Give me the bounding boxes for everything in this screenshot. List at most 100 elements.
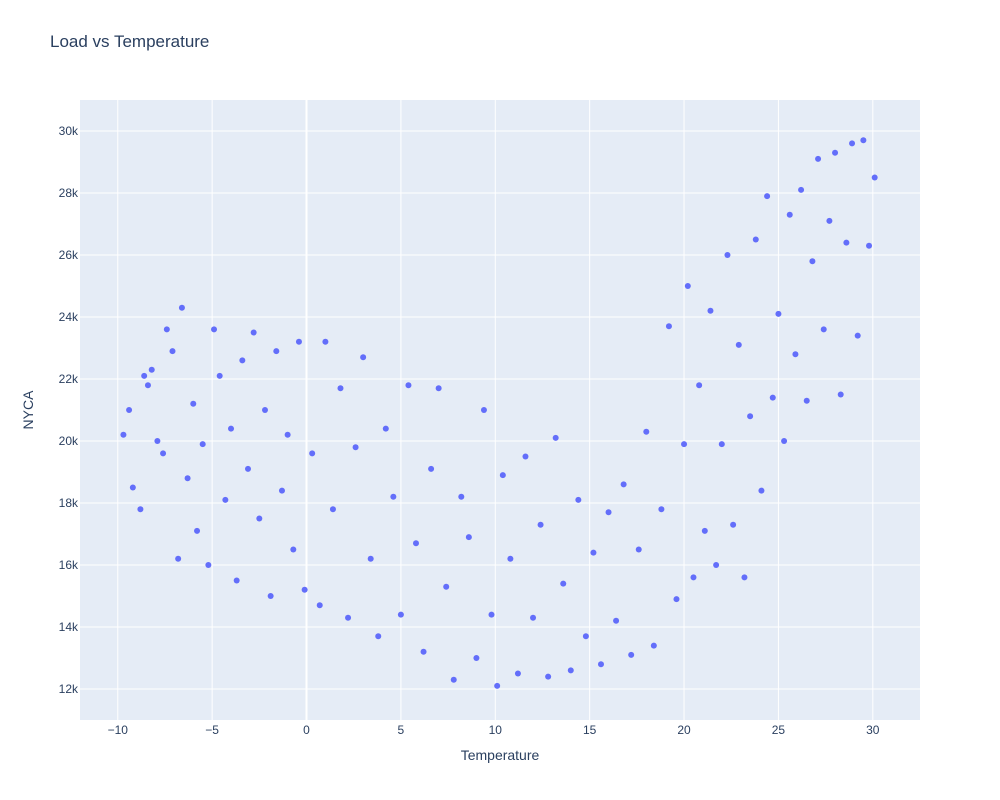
- data-point: [473, 655, 480, 661]
- data-point: [382, 425, 389, 432]
- chart-title: Load vs Temperature: [50, 32, 210, 51]
- data-point: [375, 633, 382, 640]
- data-point: [507, 555, 514, 562]
- data-point: [194, 527, 201, 534]
- x-tick-label: 5: [398, 723, 405, 737]
- x-tick-label: 30: [866, 723, 880, 737]
- data-point: [837, 391, 844, 398]
- x-axis-ticks: −10 −5 0 5 10 15 20 25 30: [108, 723, 880, 737]
- data-point: [560, 580, 567, 587]
- y-tick-label: 30k: [59, 124, 79, 138]
- data-point: [681, 441, 688, 448]
- data-point: [849, 140, 856, 147]
- data-point: [413, 540, 419, 547]
- data-point: [199, 441, 206, 448]
- data-point: [367, 555, 374, 562]
- data-point: [163, 326, 170, 333]
- data-point: [741, 574, 748, 581]
- data-point: [233, 577, 240, 584]
- data-point: [775, 310, 782, 317]
- data-point: [545, 673, 552, 680]
- data-point: [575, 496, 582, 503]
- data-point: [530, 614, 537, 621]
- data-point: [261, 407, 268, 413]
- data-point: [239, 357, 246, 364]
- data-point: [522, 453, 529, 460]
- data-point: [781, 438, 788, 444]
- data-point: [605, 509, 612, 516]
- data-point: [724, 252, 731, 258]
- data-point: [696, 382, 703, 389]
- data-point: [769, 394, 776, 401]
- data-point: [480, 407, 487, 413]
- data-point: [730, 521, 737, 528]
- y-tick-label: 28k: [59, 186, 79, 200]
- data-point: [735, 341, 742, 348]
- data-point: [190, 400, 197, 407]
- data-point: [137, 506, 144, 513]
- data-point: [397, 611, 404, 618]
- data-point: [141, 372, 148, 379]
- data-point: [803, 397, 810, 404]
- data-point: [628, 651, 635, 658]
- data-point: [352, 444, 359, 451]
- data-point: [450, 676, 457, 683]
- data-point: [552, 434, 559, 441]
- data-point: [701, 527, 708, 534]
- x-axis-title: Temperature: [461, 747, 540, 763]
- data-point: [658, 506, 665, 513]
- data-point: [590, 549, 597, 556]
- y-tick-label: 24k: [59, 310, 79, 324]
- data-point: [832, 149, 839, 156]
- data-point: [494, 682, 501, 689]
- data-point: [345, 614, 352, 621]
- data-point: [665, 323, 672, 330]
- data-point: [148, 366, 155, 373]
- data-point: [216, 372, 223, 379]
- data-point: [860, 137, 867, 144]
- data-point: [267, 593, 274, 599]
- y-tick-label: 12k: [59, 682, 79, 696]
- data-point: [322, 338, 329, 345]
- data-point: [458, 493, 465, 500]
- data-point: [758, 487, 765, 494]
- data-point: [154, 438, 161, 444]
- data-point: [820, 326, 827, 333]
- data-point: [329, 506, 336, 513]
- data-point: [815, 155, 822, 162]
- data-point: [178, 304, 185, 311]
- data-point: [809, 258, 816, 265]
- data-point: [120, 431, 127, 438]
- x-tick-label: 20: [677, 723, 691, 737]
- data-point: [360, 354, 367, 361]
- data-point: [673, 596, 680, 603]
- data-point: [337, 385, 344, 392]
- data-point: [635, 546, 642, 553]
- y-tick-label: 16k: [59, 558, 79, 572]
- data-point: [222, 496, 229, 503]
- data-point: [871, 174, 878, 181]
- x-tick-label: 10: [489, 723, 503, 737]
- data-point: [620, 481, 627, 488]
- data-point: [443, 583, 450, 590]
- data-point: [854, 332, 861, 339]
- data-point: [256, 515, 263, 522]
- y-tick-label: 20k: [59, 434, 79, 448]
- data-point: [798, 186, 805, 193]
- data-point: [713, 562, 720, 568]
- data-point: [684, 283, 691, 289]
- data-point: [843, 239, 850, 246]
- grid-lines: [80, 100, 920, 720]
- data-point: [597, 661, 604, 668]
- data-point: [129, 484, 136, 491]
- data-point: [228, 425, 235, 432]
- data-point: [273, 348, 280, 355]
- data-point: [747, 413, 754, 420]
- data-points: [120, 137, 878, 689]
- data-point: [390, 493, 397, 500]
- data-point: [792, 351, 799, 358]
- data-point: [211, 326, 218, 333]
- data-point: [316, 602, 323, 609]
- data-point: [866, 242, 873, 249]
